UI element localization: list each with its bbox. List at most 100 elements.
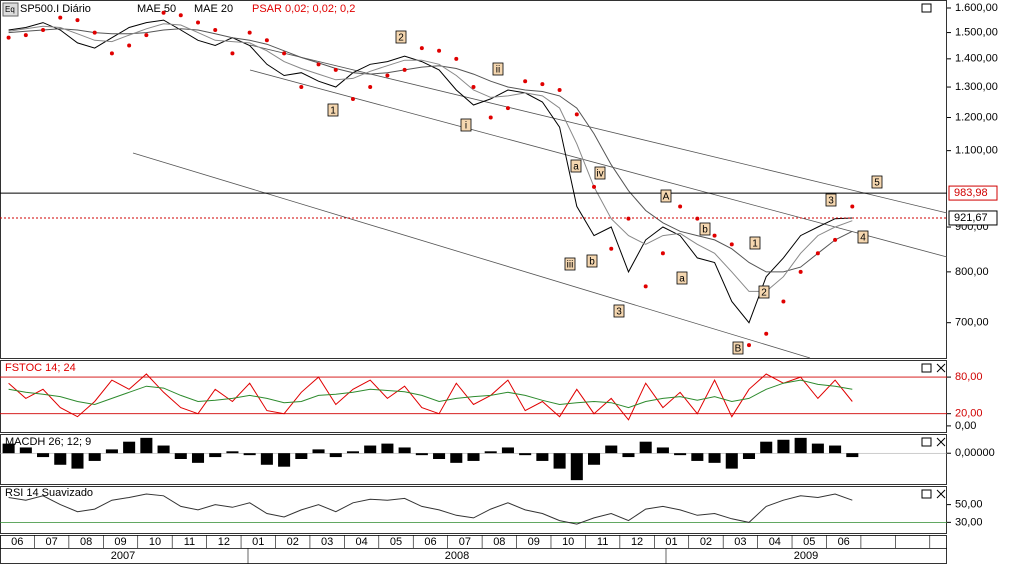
- wave-label: b: [589, 257, 595, 268]
- psar-dot: [523, 79, 528, 84]
- histogram-bar: [467, 453, 480, 461]
- histogram-bar: [140, 437, 153, 454]
- psar-dot: [368, 85, 373, 90]
- psar-dot: [402, 67, 407, 72]
- histogram-bar: [2, 443, 15, 454]
- histogram-bar: [656, 447, 669, 454]
- psar-dot: [385, 73, 390, 78]
- psar-dot: [798, 269, 803, 274]
- wave-box: [749, 236, 761, 250]
- wave-box: [613, 304, 625, 318]
- histogram-bar: [105, 449, 118, 454]
- close-buttons[interactable]: [936, 363, 946, 499]
- level-box: [948, 185, 998, 201]
- maximize-button[interactable]: [921, 489, 932, 499]
- legend-entry: FSTOC 14; 24: [5, 362, 76, 374]
- maximize-button[interactable]: [921, 437, 932, 447]
- series-line: [8, 19, 853, 324]
- psar-dot: [592, 184, 597, 189]
- wave-box: [586, 254, 598, 268]
- x-tick-label: 06: [838, 536, 850, 548]
- wave-box: [758, 285, 770, 299]
- fstoc-frame: [0, 360, 947, 433]
- psar-dot: [626, 216, 631, 221]
- x-tick-label: 06: [11, 536, 23, 548]
- series-line: [8, 493, 853, 525]
- histogram-bar: [777, 439, 790, 454]
- psar-dot: [505, 106, 510, 111]
- wave-label: A: [663, 192, 670, 203]
- wave-label: iii: [567, 260, 574, 271]
- x-tick-label: 04: [355, 536, 367, 548]
- wave-label: ii: [496, 65, 500, 76]
- psar-dot: [230, 51, 235, 56]
- symbol-icon: [2, 2, 19, 17]
- psar-dot: [437, 48, 442, 53]
- histogram-bar: [674, 453, 687, 456]
- panel-frames: [0, 0, 947, 564]
- psar-dot: [6, 35, 11, 40]
- wave-label: a: [573, 162, 579, 173]
- histogram-bar: [846, 453, 859, 458]
- histogram-bar: [433, 453, 446, 459]
- psar-dot: [712, 233, 717, 238]
- wave-label: 1: [330, 106, 336, 117]
- x-tick-label: 11: [184, 536, 195, 548]
- psar-dot: [643, 284, 648, 289]
- histogram-bar: [381, 443, 394, 454]
- histogram-bar: [209, 453, 222, 458]
- x-tick-label: 03: [321, 536, 333, 548]
- histogram-bar: [312, 449, 325, 454]
- histogram-bar: [329, 453, 342, 458]
- psar-dot: [574, 112, 579, 117]
- psar-dot: [75, 18, 80, 23]
- symbol-icon-text: Eq: [5, 5, 15, 14]
- legend-entry: PSAR 0,02; 0,02; 0,2: [252, 3, 355, 15]
- wave-label: 1: [752, 239, 758, 250]
- histogram-bar: [364, 445, 377, 454]
- x-tick-label: 08: [493, 536, 505, 548]
- x-tick-label: 04: [769, 536, 781, 548]
- rsi-frame: [0, 486, 947, 534]
- y-tick-label: 0,00: [955, 420, 976, 432]
- legend-entry: MAE 20: [194, 3, 233, 15]
- y-tick-label: 800,00: [955, 266, 989, 278]
- psar-dot: [350, 96, 355, 101]
- psar-dot: [729, 242, 734, 247]
- histogram-bar: [708, 453, 721, 463]
- histogram-bar: [622, 453, 635, 458]
- y-tick-label: 0,00000: [955, 447, 995, 459]
- maximize-button[interactable]: [921, 3, 932, 13]
- year-label: 2009: [794, 550, 818, 562]
- x-tick-label: 07: [46, 536, 58, 548]
- wave-label: 2: [761, 288, 767, 299]
- x-tick-label: 03: [734, 536, 746, 548]
- psar-dot: [488, 115, 493, 120]
- histogram-bar: [605, 445, 618, 454]
- psar-dot: [746, 343, 751, 348]
- y-tick-label: 700,00: [955, 317, 989, 329]
- legend-entry: RSI 14 Suavizado: [5, 487, 93, 499]
- histogram-bar: [570, 453, 583, 481]
- wave-label: 5: [874, 178, 880, 189]
- psar-dot: [247, 30, 252, 35]
- psar-dot: [764, 331, 769, 336]
- x-tick-label: 10: [562, 536, 574, 548]
- y-tick-label: 1.500,00: [955, 26, 998, 38]
- x-tick-label: 02: [700, 536, 712, 548]
- psar-dot: [695, 216, 700, 221]
- x-tick-label: 01: [665, 536, 677, 548]
- psar-dot: [660, 251, 665, 256]
- wave-label: 4: [860, 233, 866, 244]
- psar-dot: [144, 33, 149, 38]
- maximize-button[interactable]: [921, 363, 932, 373]
- histogram-bar: [536, 453, 549, 461]
- wave-box: [732, 341, 744, 355]
- psar-dot: [109, 51, 114, 56]
- x-tick-label: 10: [149, 536, 161, 548]
- channel-line: [249, 69, 948, 258]
- y-tick-label: 20,00: [955, 408, 983, 420]
- channel-line: [132, 152, 811, 359]
- psar-dot: [333, 67, 338, 72]
